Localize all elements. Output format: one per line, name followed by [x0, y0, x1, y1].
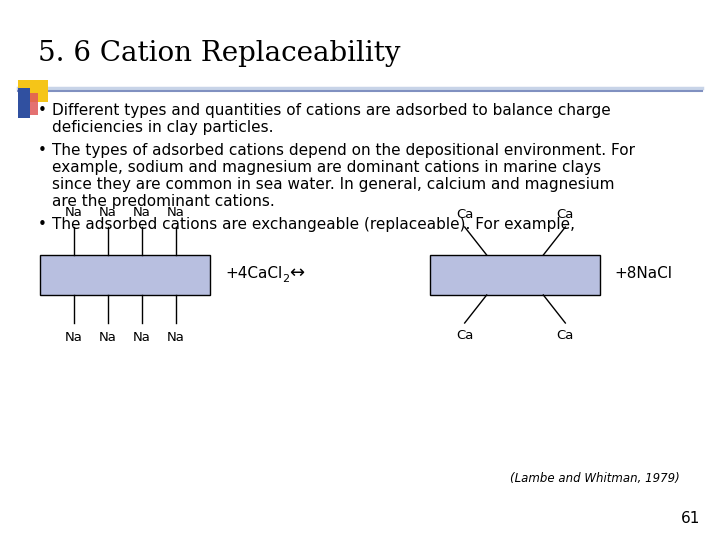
Text: •: • [38, 217, 47, 232]
Text: Ca: Ca [456, 329, 473, 342]
Text: 61: 61 [680, 511, 700, 526]
Text: 5. 6 Cation Replaceability: 5. 6 Cation Replaceability [38, 40, 400, 67]
Text: example, sodium and magnesium are dominant cations in marine clays: example, sodium and magnesium are domina… [52, 160, 601, 175]
Bar [40, 255, 210, 295]
Text: The types of adsorbed cations depend on the depositional environment. For: The types of adsorbed cations depend on … [52, 143, 635, 158]
Bar [18, 93, 38, 115]
Text: Different types and quantities of cations are adsorbed to balance charge: Different types and quantities of cation… [52, 103, 611, 118]
Text: Na: Na [167, 206, 185, 219]
Text: deficiencies in clay particles.: deficiencies in clay particles. [52, 120, 274, 135]
Text: 2: 2 [282, 274, 289, 284]
Text: Na: Na [99, 206, 117, 219]
Text: Na: Na [65, 331, 83, 344]
Text: Na: Na [65, 206, 83, 219]
Text: are the predominant cations.: are the predominant cations. [52, 194, 275, 209]
Text: Na: Na [167, 331, 185, 344]
Text: Na: Na [133, 331, 151, 344]
Text: +8NaCl: +8NaCl [614, 266, 672, 280]
Text: Ca: Ca [557, 208, 574, 221]
Bar [18, 88, 30, 118]
Text: +4CaCl: +4CaCl [225, 266, 282, 280]
Text: •: • [38, 143, 47, 158]
Bar [430, 255, 600, 295]
Bar [18, 80, 48, 102]
Text: since they are common in sea water. In general, calcium and magnesium: since they are common in sea water. In g… [52, 177, 614, 192]
Text: (Lambe and Whitman, 1979): (Lambe and Whitman, 1979) [510, 472, 680, 485]
Text: Ca: Ca [456, 208, 473, 221]
Text: Na: Na [99, 331, 117, 344]
Text: ↔: ↔ [289, 264, 304, 282]
Text: •: • [38, 103, 47, 118]
Text: Ca: Ca [557, 329, 574, 342]
Text: Na: Na [133, 206, 151, 219]
Text: The adsorbed cations are exchangeable (replaceable). For example,: The adsorbed cations are exchangeable (r… [52, 217, 575, 232]
